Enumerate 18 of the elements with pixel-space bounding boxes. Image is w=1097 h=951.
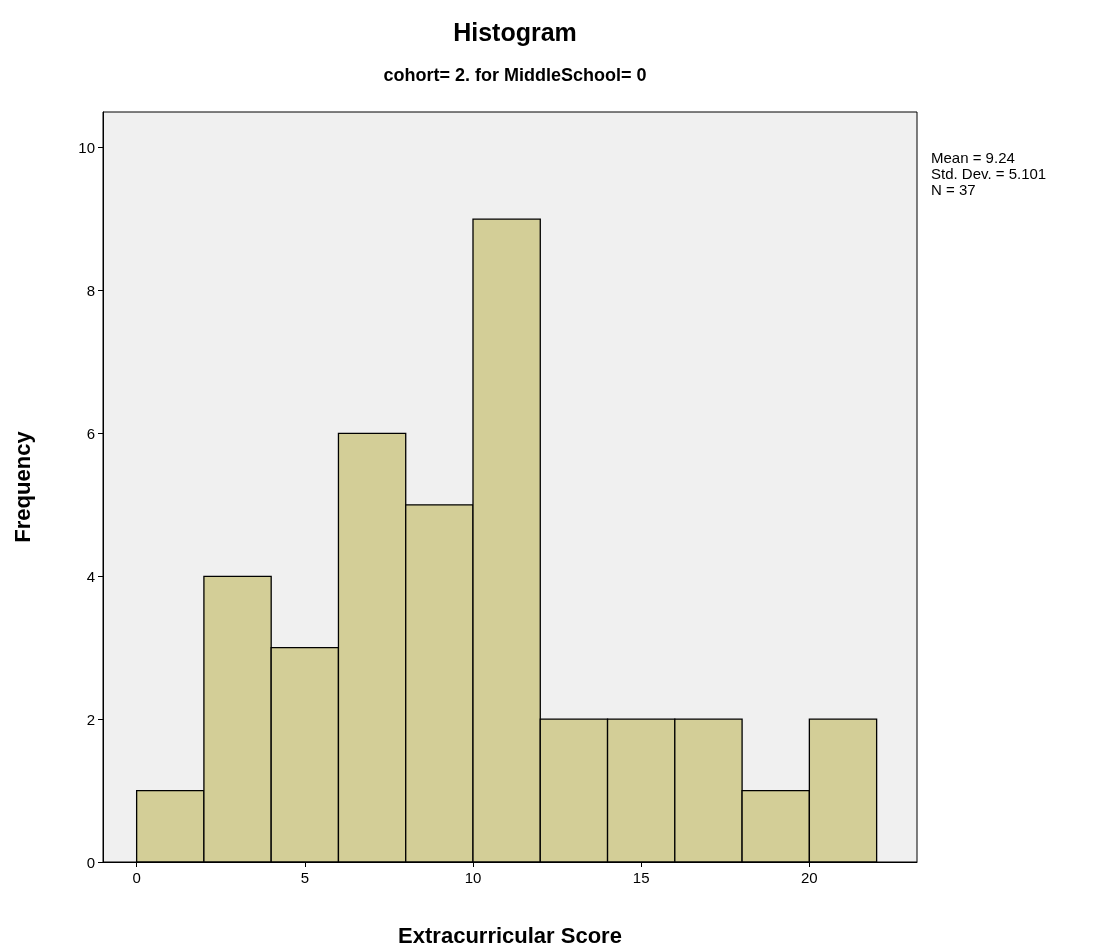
x-tick-label: 10	[464, 869, 482, 886]
y-tick-label: 0	[86, 853, 95, 871]
y-tick-label: 2	[86, 710, 95, 728]
x-axis-title: Extracurricular Score	[398, 922, 622, 948]
x-tick-label: 15	[632, 869, 650, 886]
y-tick-label: 6	[86, 424, 95, 442]
chart-subtitle: cohort= 2. for MiddleSchool= 0	[383, 65, 647, 85]
text: Mean = 9.24	[931, 149, 1015, 166]
text: Std. Dev. = 5.101	[931, 165, 1047, 182]
text: N = 37	[931, 181, 976, 198]
y-axis-title: Frequency	[9, 430, 35, 543]
y-tick-label: 10	[78, 139, 95, 157]
x-tick-label: 20	[801, 869, 818, 886]
x-tick-label: 5	[300, 869, 309, 886]
y-tick-label: 4	[86, 567, 95, 585]
chart-title: Histogram	[453, 17, 577, 46]
x-tick-label: 0	[132, 869, 141, 886]
y-tick-label: 8	[86, 282, 95, 300]
